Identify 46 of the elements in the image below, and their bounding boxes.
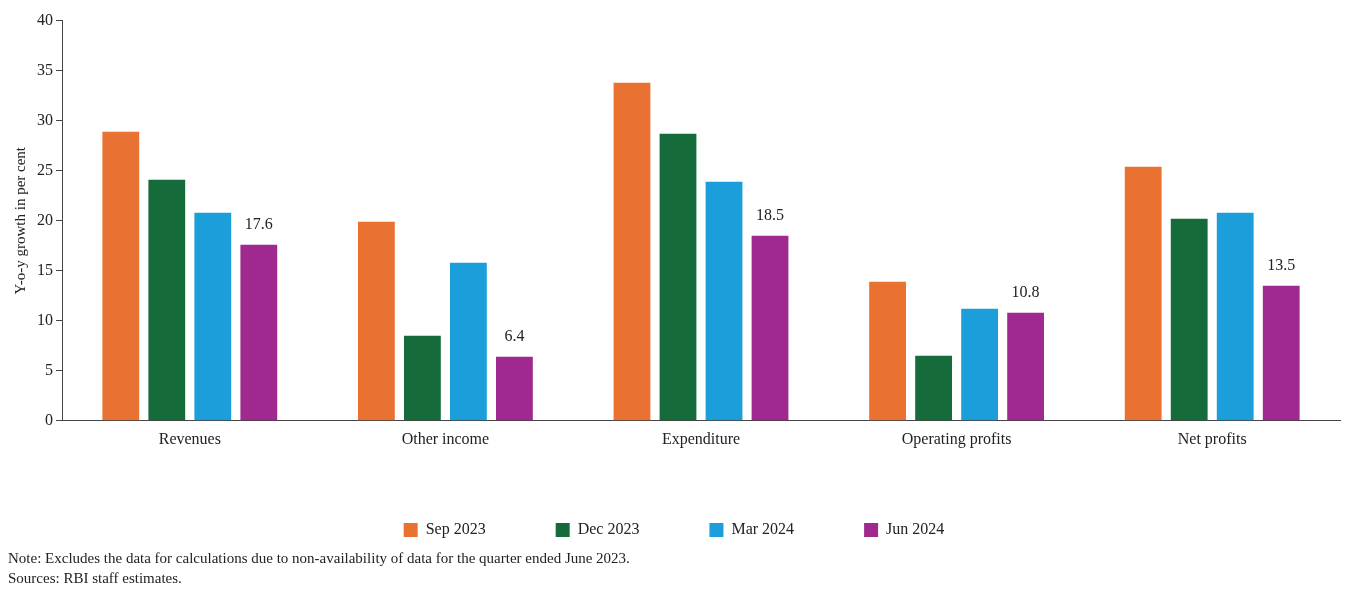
data-label: 17.6 — [244, 214, 273, 232]
y-tick-label: 5 — [45, 360, 53, 378]
bar — [613, 82, 651, 421]
x-tick-label: Operating profits — [901, 429, 1012, 448]
bar — [1124, 166, 1162, 421]
y-tick-label: 10 — [37, 310, 53, 328]
bar — [915, 355, 952, 421]
bar — [1007, 312, 1045, 421]
y-tick-label: 35 — [37, 60, 53, 78]
bar — [148, 179, 186, 421]
bar — [450, 262, 487, 421]
bar — [357, 221, 395, 421]
y-tick-label: 25 — [37, 160, 53, 178]
legend-label: Sep 2023 — [425, 520, 486, 539]
legend-label: Dec 2023 — [577, 520, 640, 538]
y-tick-label: 40 — [37, 10, 53, 28]
data-label: 10.8 — [1011, 282, 1040, 300]
data-label: 18.5 — [756, 205, 785, 223]
data-label: 6.4 — [504, 326, 525, 344]
text: Note: Excludes the data for calculations due to non-availability of data for the quarter ended June 2023. — [8, 549, 631, 568]
x-tick-label: Expenditure — [661, 429, 741, 448]
x-tick-label: Net profits — [1177, 429, 1247, 448]
x-tick-label: Revenues — [158, 429, 221, 447]
bar — [1170, 218, 1208, 421]
bar — [1216, 212, 1254, 421]
bar — [705, 181, 743, 421]
source-note: Sources: RBI staff estimates. — [8, 569, 183, 588]
bar — [1262, 285, 1300, 421]
bar — [869, 281, 906, 421]
legend-label: Jun 2024 — [886, 520, 945, 538]
bar — [659, 133, 697, 421]
y-tick-label: 20 — [37, 210, 53, 228]
y-tick-label: 15 — [37, 260, 53, 278]
bar — [496, 356, 533, 421]
y-tick-label: 0 — [45, 411, 53, 428]
data-label: 13.5 — [1267, 255, 1296, 273]
bar — [961, 308, 999, 421]
bar — [240, 244, 278, 421]
y-axis-title: Y-o-y growth in per cent — [11, 146, 28, 295]
y-tick-label: 30 — [37, 110, 53, 128]
bar — [751, 235, 789, 421]
x-tick-label: Other income — [401, 429, 490, 447]
bar — [102, 131, 140, 421]
bar — [403, 335, 441, 421]
legend-label: Mar 2024 — [731, 520, 795, 538]
bar — [194, 212, 232, 421]
